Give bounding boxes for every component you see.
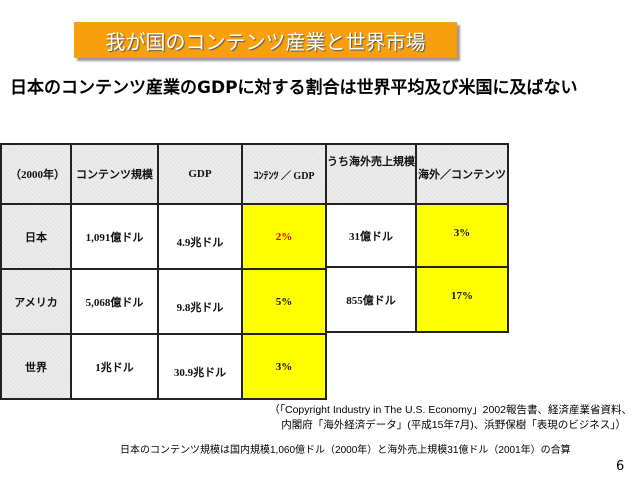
slide-title: 我が国のコンテンツ産業と世界市場 <box>105 29 426 54</box>
footnote: 日本のコンテンツ規模は国内規模1,060億ドル（2000年）と海外売上規模31億… <box>120 445 571 456</box>
page-number: 6 <box>616 459 625 474</box>
header-content-size: コンテンツ規模 <box>70 143 159 205</box>
header-overseas-ratio: 海外／コンテンツ <box>415 143 509 205</box>
usa-content-gdp-ratio: 5% <box>241 268 327 335</box>
source-citation: （「Copyright Industry in The U.S. Economy… <box>269 403 632 433</box>
japan-content-size: 1,091億ドル <box>70 203 159 270</box>
usa-overseas-ratio: 17% <box>415 266 509 333</box>
slide-subtitle: 日本のコンテンツ産業のGDPに対する割合は世界平均及び米国に及ばない <box>10 78 578 98</box>
row-label-usa: アメリカ <box>0 268 72 335</box>
usa-overseas-sales: 855億ドル <box>325 266 417 333</box>
header-overseas-sales: うち海外売上規模 <box>325 143 417 205</box>
source-line-1: （「Copyright Industry in The U.S. Economy… <box>269 404 632 416</box>
japan-content-gdp-ratio: 2% <box>241 203 327 270</box>
usa-gdp: 9.8兆ドル <box>157 268 243 335</box>
usa-content-size: 5,068億ドル <box>70 268 159 335</box>
japan-gdp: 4.9兆ドル <box>157 203 243 270</box>
title-banner: 我が国のコンテンツ産業と世界市場 <box>74 22 457 58</box>
header-gdp: GDP <box>157 143 243 205</box>
world-gdp: 30.9兆ドル <box>157 333 243 400</box>
world-content-gdp-ratio: 3% <box>241 333 327 400</box>
row-label-japan: 日本 <box>0 203 72 270</box>
header-content-gdp: ｺﾝﾃﾝﾂ ／ GDP <box>241 143 327 205</box>
header-year: （2000年） <box>0 143 72 205</box>
world-content-size: 1兆ドル <box>70 333 159 400</box>
japan-overseas-sales: 31億ドル <box>325 203 417 268</box>
source-line-2: 内閣府「海外経済データ」(平成15年7月)、浜野保樹「表現のビジネス」） <box>281 419 627 431</box>
japan-overseas-ratio: 3% <box>415 203 509 268</box>
row-label-world: 世界 <box>0 333 72 400</box>
